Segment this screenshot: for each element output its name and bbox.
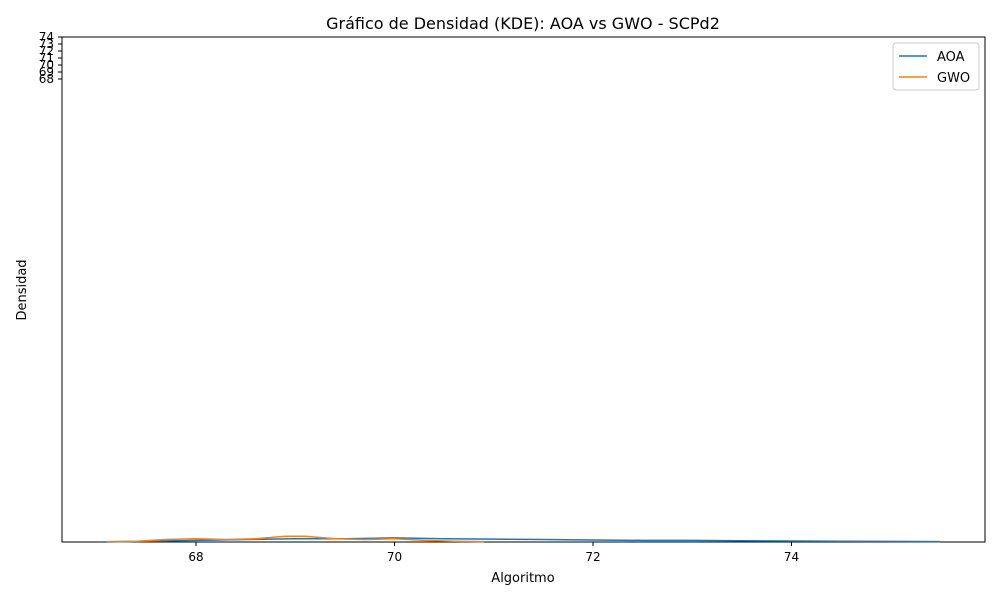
- x-tick-label: 74: [784, 550, 799, 564]
- y-tick-label: 68: [39, 72, 54, 86]
- series-line-gwo: [106, 535, 484, 543]
- x-axis-label: Algoritmo: [491, 571, 554, 586]
- y-tick-label: 71: [39, 51, 54, 65]
- x-tick-label: 68: [188, 550, 203, 564]
- plot-area-frame: [61, 36, 986, 543]
- y-tick-label: 69: [39, 65, 54, 79]
- x-tick-label: 70: [387, 550, 402, 564]
- y-tick-label: 73: [39, 37, 54, 51]
- legend-box: [892, 42, 980, 91]
- series-layer: [106, 535, 941, 543]
- legend: AOA GWO: [892, 42, 980, 91]
- y-tick-label: 72: [39, 44, 54, 58]
- legend-label-gwo: GWO: [937, 71, 970, 86]
- chart-title: Gráfico de Densidad (KDE): AOA vs GWO - …: [326, 14, 720, 33]
- x-axis: 68 70 72 74: [188, 542, 799, 564]
- y-tick-label: 70: [39, 58, 54, 72]
- y-axis-label: Densidad: [15, 259, 30, 320]
- x-tick-label: 72: [585, 550, 600, 564]
- legend-label-aoa: AOA: [937, 50, 965, 65]
- y-tick-label: 74: [39, 30, 54, 44]
